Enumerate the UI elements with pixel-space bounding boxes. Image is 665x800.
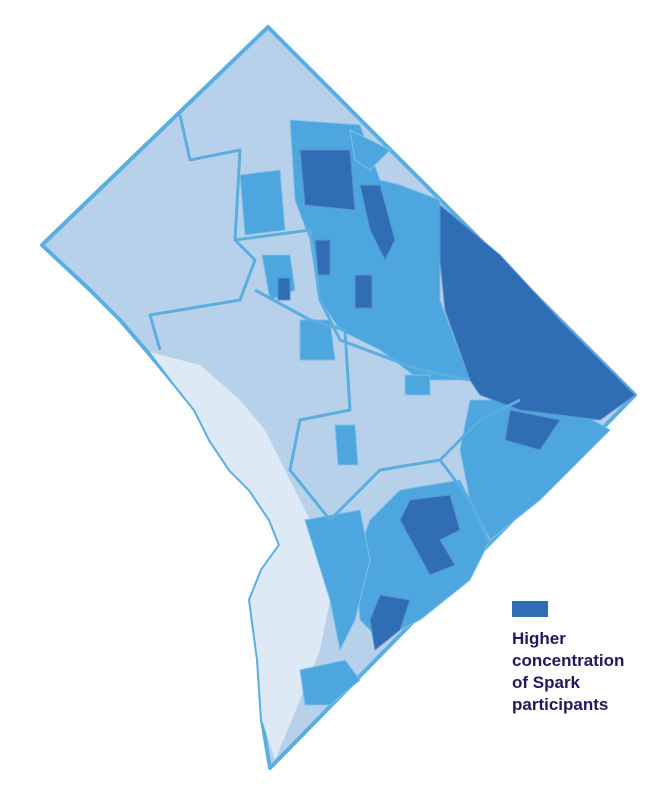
legend-label: concentration bbox=[512, 651, 624, 670]
legend-label: Higher bbox=[512, 629, 566, 648]
tract bbox=[299, 319, 336, 361]
tract bbox=[334, 424, 359, 466]
tract bbox=[354, 274, 373, 309]
tract bbox=[239, 169, 286, 236]
ward-boundaries bbox=[148, 114, 521, 546]
tract bbox=[439, 203, 636, 421]
river bbox=[150, 352, 330, 760]
tract bbox=[504, 409, 561, 451]
legend-swatch bbox=[512, 601, 548, 617]
tract bbox=[299, 149, 356, 211]
tract bbox=[404, 374, 431, 396]
tract bbox=[314, 239, 331, 276]
legend-label: of Spark bbox=[512, 673, 581, 692]
boundary bbox=[438, 459, 492, 546]
dark-tracts bbox=[277, 149, 636, 651]
boundary bbox=[234, 228, 471, 382]
legend-label: participants bbox=[512, 695, 608, 714]
tract bbox=[304, 509, 371, 652]
tract bbox=[369, 594, 411, 651]
boundary bbox=[254, 288, 352, 521]
tract bbox=[359, 184, 396, 262]
tract bbox=[277, 277, 291, 301]
tract bbox=[399, 494, 461, 576]
tract bbox=[349, 129, 391, 171]
boundary bbox=[148, 114, 257, 351]
tract bbox=[299, 659, 361, 706]
